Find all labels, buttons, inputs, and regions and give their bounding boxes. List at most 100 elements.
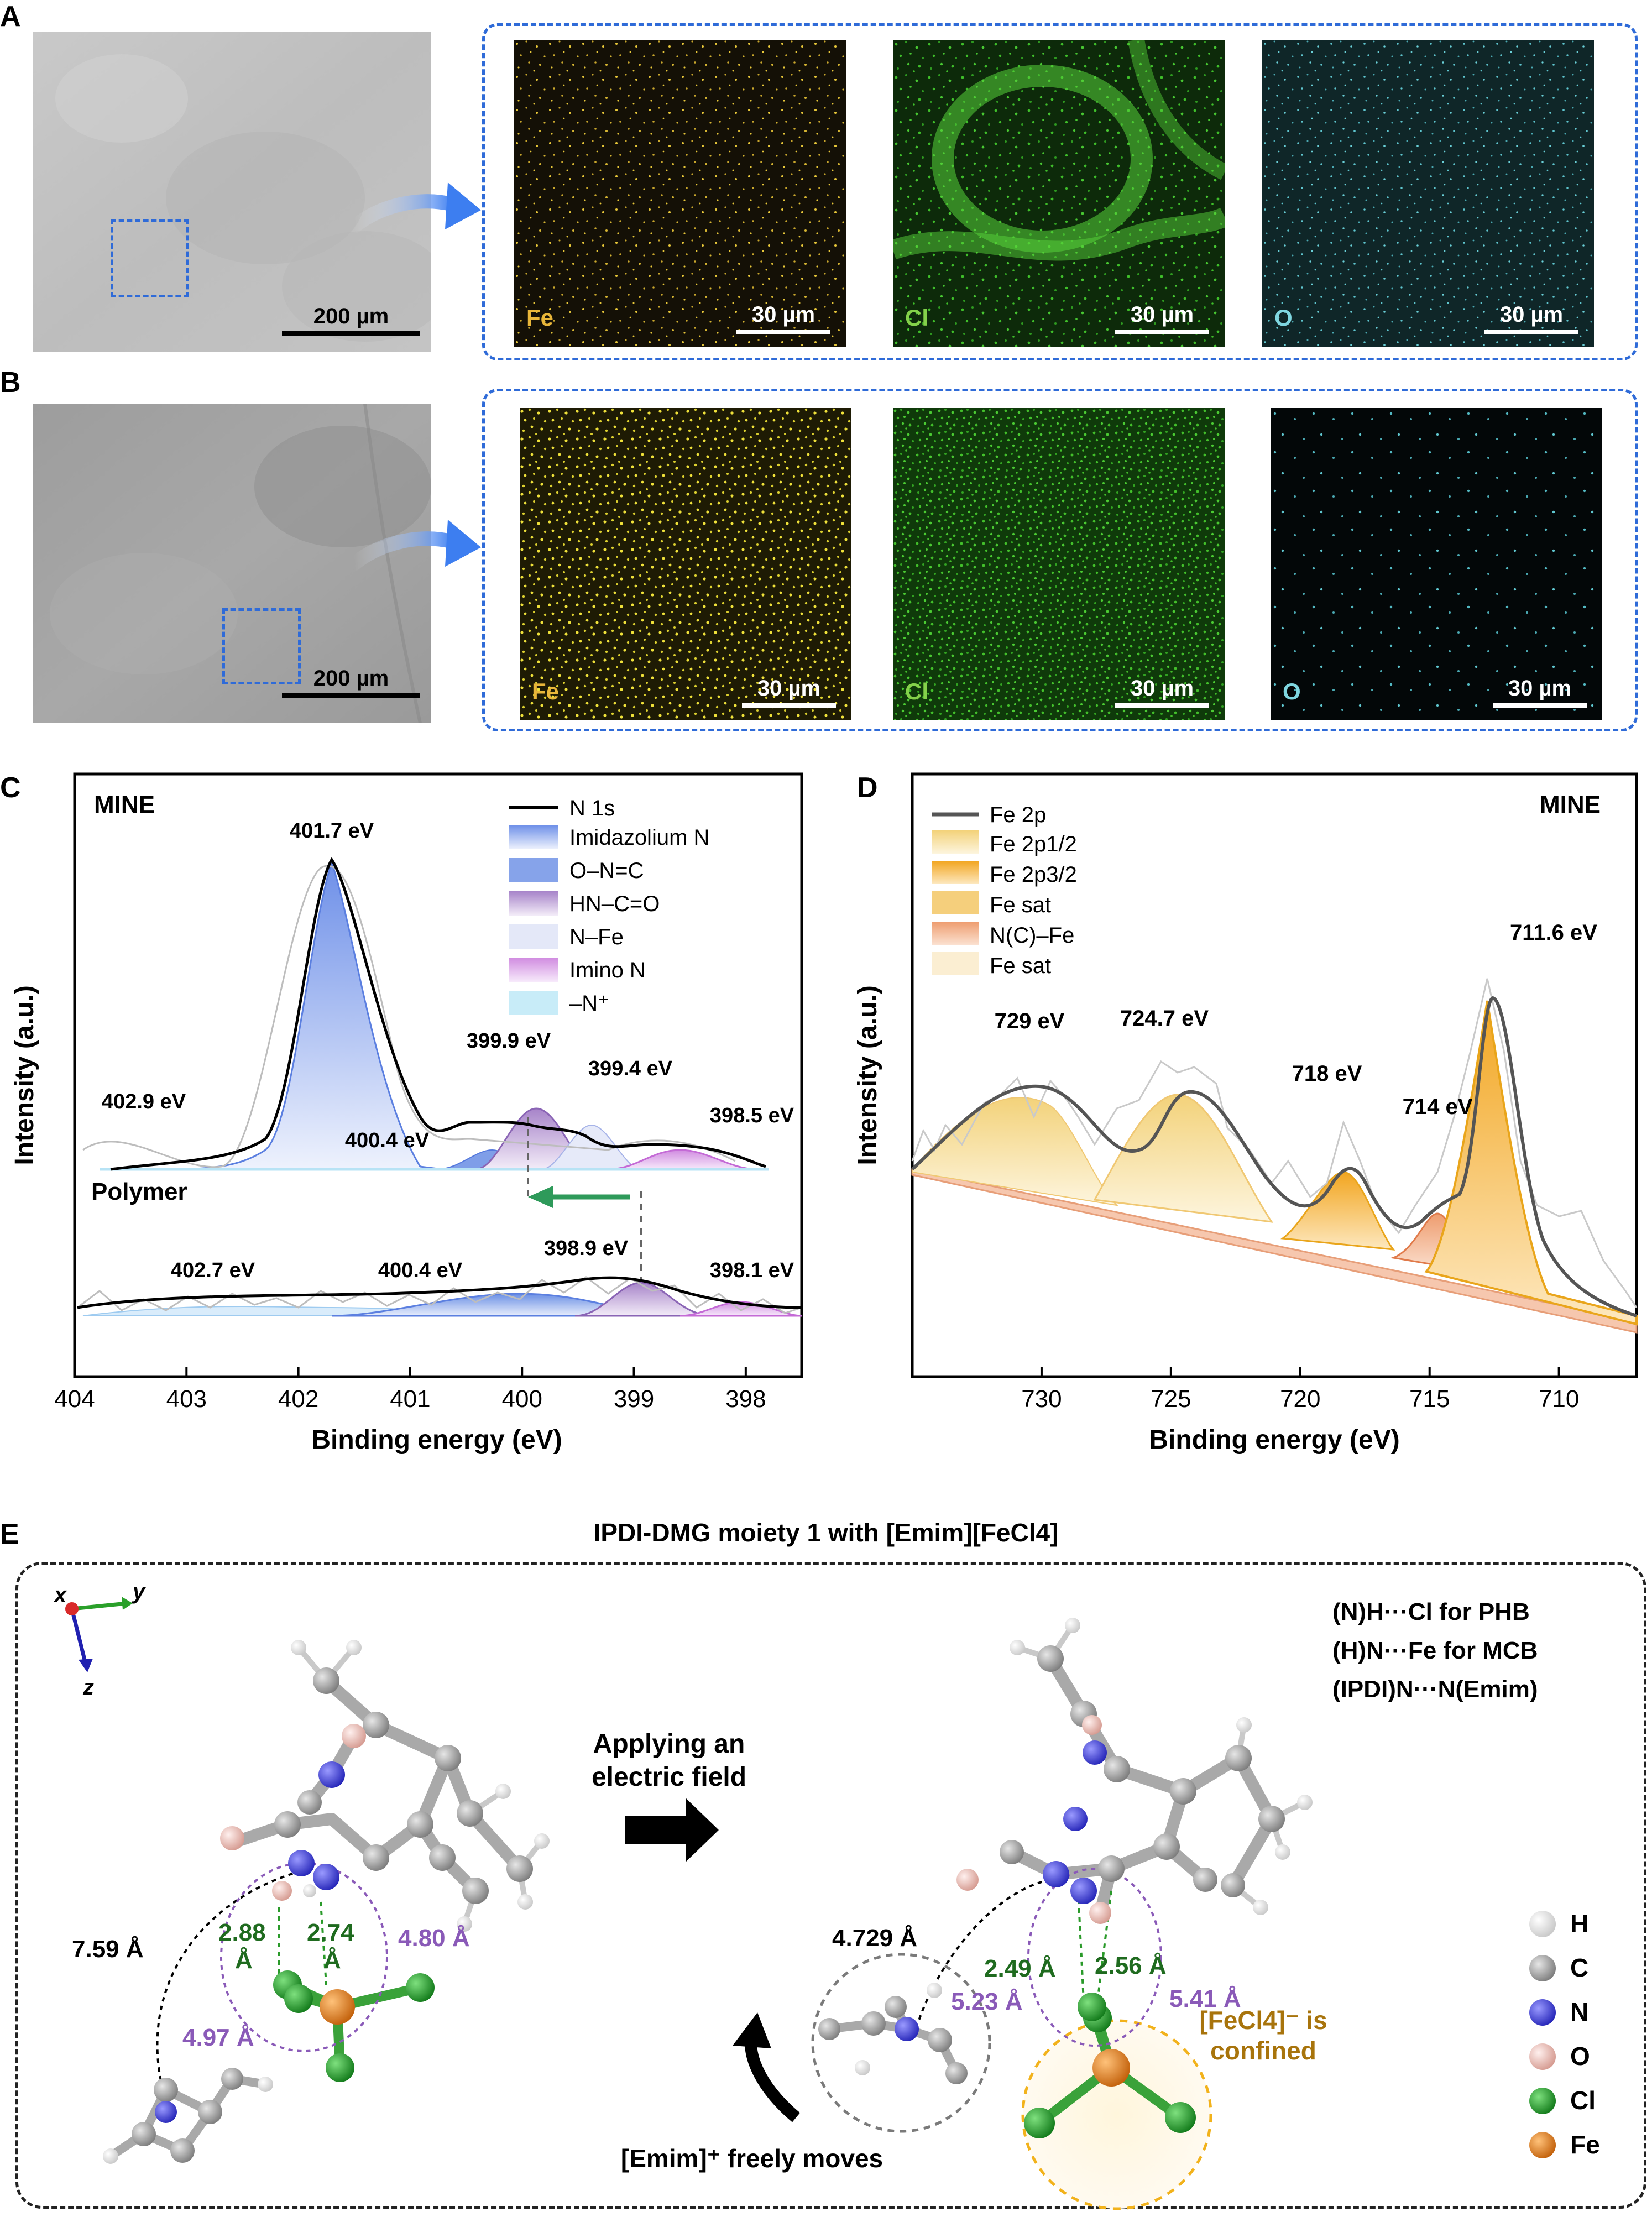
- left-d3: 2.74: [307, 1919, 354, 1946]
- label-399-4: 399.4 eV: [588, 1057, 673, 1080]
- legend-d-1: Fe 2p1/2: [990, 832, 1077, 856]
- atom-legend-label: C: [1570, 1953, 1588, 1982]
- emim-arrowhead: [733, 2012, 771, 2048]
- x-tick-label: 404: [54, 1385, 95, 1413]
- peak-724-7: [1093, 1094, 1274, 1223]
- legend-c-2: O–N=C: [569, 859, 644, 883]
- legend-c-6: –N⁺: [569, 991, 609, 1016]
- left-d2u: Å: [235, 1947, 253, 1974]
- confined-text-1: [FeCl4]⁻ is: [1199, 2006, 1327, 2035]
- eds-map-b-o: O 30 µm: [1271, 408, 1602, 720]
- label-402-7: 402.7 eV: [171, 1259, 255, 1282]
- label-399-9: 399.9 eV: [467, 1029, 551, 1053]
- label-402-9: 402.9 eV: [102, 1090, 186, 1113]
- right-d2: 2.49 Å: [984, 1955, 1056, 1982]
- eds-scale-line: [1493, 703, 1587, 708]
- x-ticks-d: 730 725 720 715 710: [1021, 1367, 1579, 1413]
- panel-label-c: C: [0, 772, 21, 804]
- atom-legend-label: Fe: [1570, 2130, 1600, 2159]
- sem-image-a: [33, 32, 431, 352]
- x-tick-label: 400: [502, 1385, 542, 1413]
- axis-indicator: x y z: [53, 1580, 146, 1700]
- background-fe: [911, 1168, 1638, 1334]
- atom-legend-label: Cl: [1570, 2086, 1596, 2115]
- left-d4: 4.80 Å: [398, 1925, 470, 1952]
- shift-arrowhead: [528, 1186, 553, 1208]
- eds-map-a-o: O 30 µm: [1262, 40, 1594, 347]
- xps-chart-c: 401.7 eV 402.9 eV 400.4 eV 399.9 eV 399.…: [10, 772, 803, 1455]
- label-398-9: 398.9 eV: [544, 1237, 629, 1260]
- eds-scale-label: 30 µm: [1130, 302, 1194, 327]
- eds-scale-line: [1484, 330, 1578, 334]
- selection-box-b: [222, 608, 301, 684]
- x-tick-label: 710: [1539, 1385, 1579, 1413]
- eds-scale-label: 30 µm: [751, 302, 815, 327]
- legend-d-4: N(C)–Fe: [990, 923, 1074, 948]
- interaction-3: (IPDI)N···N(Emim): [1332, 1676, 1538, 1703]
- left-d1: 7.59 Å: [72, 1936, 144, 1963]
- x-tick-label: 730: [1021, 1385, 1062, 1413]
- fit-envelope-polymer: [77, 1276, 802, 1309]
- x-tick-label: 401: [390, 1385, 430, 1413]
- label-711-6: 711.6 eV: [1510, 921, 1597, 945]
- label-718: 718 eV: [1292, 1062, 1362, 1086]
- axis-x-label: x: [53, 1583, 67, 1607]
- poly-peak-3: [574, 1282, 714, 1317]
- atom-legend-ball: [1529, 2088, 1556, 2114]
- arrow-text-1: Applying an: [593, 1729, 745, 1759]
- left-d5: 4.97 Å: [182, 2024, 254, 2051]
- label-400-4: 400.4 eV: [345, 1129, 430, 1152]
- atom-legend-label: H: [1570, 1909, 1588, 1938]
- x-tick-label: 402: [278, 1385, 318, 1413]
- eds-scale-line: [736, 330, 830, 334]
- legend-d-5: Fe sat: [990, 954, 1051, 978]
- label-724-7: 724.7 eV: [1120, 1006, 1209, 1031]
- label-398-1: 398.1 eV: [710, 1259, 794, 1282]
- tag-mine-d: MINE: [1540, 791, 1601, 818]
- legend-d: Fe 2p Fe 2p1/2 Fe 2p3/2 Fe sat N(C)–Fe F…: [932, 803, 1077, 978]
- eds-scale-line: [1115, 330, 1209, 334]
- confined-region: [1021, 2019, 1212, 2210]
- sem-texture: [33, 32, 431, 352]
- x-tick-label: 720: [1280, 1385, 1320, 1413]
- legend-c-4: N–Fe: [569, 925, 624, 949]
- label-729: 729 eV: [995, 1009, 1065, 1033]
- label-398-5: 398.5 eV: [710, 1104, 794, 1127]
- legend-c-5: Imino N: [569, 958, 646, 982]
- plot-frame-c: [73, 772, 803, 1378]
- x-ticks-c: 404 403 402 401 400 399 398: [54, 1367, 766, 1413]
- map-frame-a: [482, 23, 1638, 360]
- x-tick-label: 399: [614, 1385, 654, 1413]
- legend-c-3: HN–C=O: [569, 892, 660, 916]
- selection-box-a: [111, 219, 189, 297]
- peak-imino-n: [608, 1149, 758, 1170]
- fit-envelope-fe: [911, 996, 1637, 1317]
- sem-scale-label-a: 200 µm: [313, 304, 389, 328]
- x-tick-label: 715: [1409, 1385, 1450, 1413]
- right-d5: 5.41 Å: [1169, 1985, 1241, 2012]
- plot-frame-d: [911, 772, 1638, 1378]
- panel-label-a: A: [0, 1, 21, 33]
- panel-label-b: B: [0, 367, 21, 399]
- zoom-arrow-b: [348, 520, 481, 571]
- eds-label-a-o: O: [1274, 305, 1293, 331]
- peak-711-6: [1424, 1000, 1638, 1326]
- eds-map-a-fe: Fe 30 µm: [514, 40, 846, 347]
- left-molecule: 7.59 Å 2.88 Å 2.74 Å 4.80 Å 4.97 Å: [72, 1640, 550, 2164]
- legend-c-1: Imidazolium N: [569, 825, 709, 850]
- atom-legend-label: O: [1570, 2042, 1590, 2070]
- tag-polymer-c: Polymer: [91, 1178, 187, 1205]
- eds-scale-a-o: 30 µm: [1484, 302, 1578, 334]
- peak-imidazolium: [110, 860, 443, 1170]
- legend-d-0: Fe 2p: [990, 803, 1046, 827]
- fit-envelope-mine: [110, 857, 766, 1171]
- label-714: 714 eV: [1403, 1095, 1473, 1119]
- x-tick-label: 398: [725, 1385, 766, 1413]
- eds-scale-b-cl: 30 µm: [1115, 676, 1209, 708]
- atom-legend-ball: [1529, 1911, 1556, 1937]
- arrow-text-2: electric field: [592, 1763, 746, 1792]
- interaction-2: (H)N···Fe for MCB: [1332, 1637, 1538, 1664]
- sem-scale-line-b: [282, 693, 420, 698]
- molecule-scene: x y z: [53, 1580, 1600, 2210]
